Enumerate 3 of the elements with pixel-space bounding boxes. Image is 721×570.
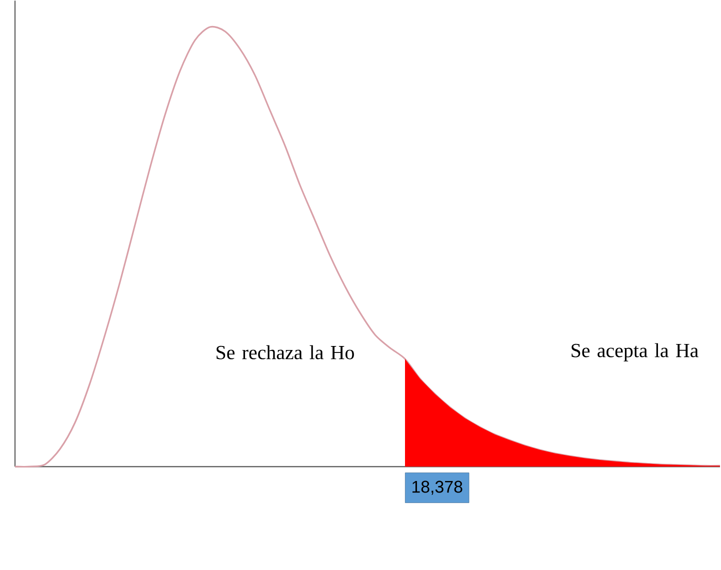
annotation: Se rechaza la Ho — [216, 345, 354, 360]
annotation: Se acepta la Ha — [572, 343, 698, 362]
text: 18,378 — [412, 480, 462, 495]
